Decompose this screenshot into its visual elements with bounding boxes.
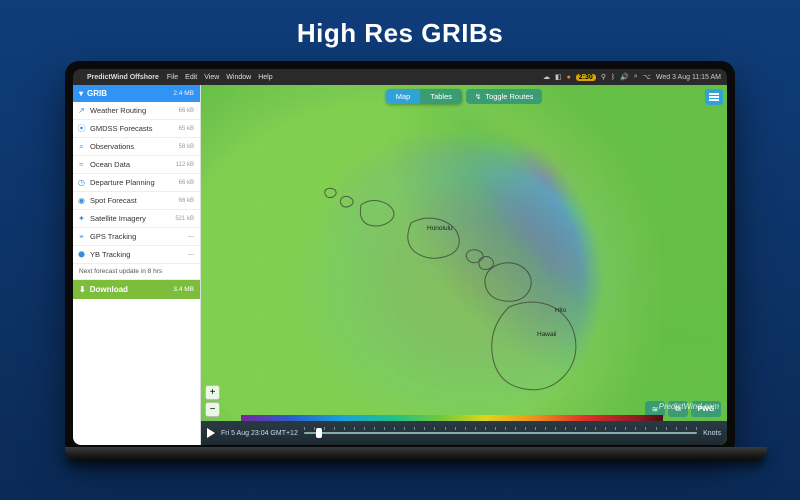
timeline-label: Fri 5 Aug 23:04 GMT+12	[221, 430, 298, 437]
gps-icon: ⌖	[77, 232, 86, 241]
laptop-notch	[358, 61, 442, 69]
map-label-hawaii: Hawaii	[537, 331, 557, 338]
bt-icon: ᛒ	[611, 74, 615, 81]
timeline-knob[interactable]	[316, 428, 322, 438]
sidebar-item-size: 66 kB	[179, 198, 194, 204]
menu-view[interactable]: View	[204, 74, 219, 81]
download-button[interactable]: ⬇ Download 3.4 MB	[73, 280, 200, 299]
sidebar-item-label: Observations	[90, 142, 134, 151]
sidebar-item-label: Satellite Imagery	[90, 214, 146, 223]
sidebar-item-label: Weather Routing	[90, 106, 146, 115]
menubar-datetime: Wed 3 Aug 11:15 AM	[656, 74, 721, 81]
binoc-icon: ⌕	[77, 142, 86, 151]
sidebar-header[interactable]: ▾ GRIB 2.4 MB	[73, 85, 200, 102]
sidebar-item-gps-tracking[interactable]: ⌖ GPS Tracking —	[73, 228, 200, 246]
menu-window[interactable]: Window	[226, 74, 251, 81]
record-icon: ●	[567, 74, 571, 81]
map-label-honolulu: Honolulu	[427, 225, 453, 232]
timeline-track[interactable]	[304, 429, 697, 437]
toggle-routes-button[interactable]: ↯ Toggle Routes	[466, 89, 542, 104]
sidebar-item-weather-routing[interactable]: ↗ Weather Routing 66 kB	[73, 102, 200, 120]
sidebar-item-size: 66 kB	[179, 108, 194, 114]
sidebar-item-departure-planning[interactable]: ◷ Departure Planning 66 kB	[73, 174, 200, 192]
menubar-app-name: PredictWind Offshore	[87, 74, 159, 81]
wave-icon: ≈	[77, 160, 86, 169]
laptop-mock: PredictWind Offshore File Edit View Window H…	[65, 61, 735, 463]
menu-file[interactable]: File	[167, 74, 178, 81]
radio-icon: ⦿	[77, 124, 86, 133]
pin-icon: ◉	[77, 196, 86, 205]
control-center-icon: ⌥	[643, 73, 651, 81]
zoom-out-button[interactable]: −	[205, 402, 220, 417]
map-label-hilo: Hilo	[555, 307, 566, 314]
timeline-units: Knots	[703, 430, 721, 437]
clock-icon: ◷	[77, 178, 86, 187]
sidebar-item-yb-tracking[interactable]: ⬣ YB Tracking —	[73, 246, 200, 264]
sidebar-item-gmdss-forecasts[interactable]: ⦿ GMDSS Forecasts 65 kB	[73, 120, 200, 138]
sidebar-item-observations[interactable]: ⌕ Observations 58 kB	[73, 138, 200, 156]
sidebar-item-label: GPS Tracking	[90, 232, 136, 241]
toggle-routes-label: Toggle Routes	[485, 92, 533, 101]
sat-icon: ✦	[77, 214, 86, 223]
menu-help[interactable]: Help	[258, 74, 272, 81]
sidebar-item-size: —	[188, 252, 194, 258]
sidebar-item-size: 65 kB	[179, 126, 194, 132]
tab-map[interactable]: Map	[386, 89, 421, 104]
bell-icon: ◧	[555, 73, 562, 81]
menubar-menus[interactable]: File Edit View Window Help	[167, 74, 273, 81]
map-islands	[201, 85, 727, 445]
sidebar-item-size: 58 kB	[179, 144, 194, 150]
zoom-controls: + −	[205, 385, 220, 417]
sidebar-item-satellite-imagery[interactable]: ✦ Satellite Imagery 521 kB	[73, 210, 200, 228]
sidebar-item-label: GMDSS Forecasts	[90, 124, 153, 133]
search-icon: ⌕	[634, 73, 638, 81]
sidebar-item-label: Departure Planning	[90, 178, 155, 187]
download-label: Download	[90, 285, 128, 294]
map-tables-segment: Map Tables	[386, 89, 462, 104]
sidebar-header-size: 2.4 MB	[173, 90, 194, 97]
hero-title: High Res GRIBs	[0, 0, 800, 61]
download-icon: ⬇	[79, 285, 86, 294]
menu-edit[interactable]: Edit	[185, 74, 197, 81]
play-button[interactable]	[207, 428, 215, 438]
route-icon: ↗	[77, 106, 86, 115]
download-size: 3.4 MB	[173, 286, 194, 293]
brand-watermark: PredictWind.com	[659, 402, 719, 411]
speaker-icon: 🔊	[620, 73, 629, 81]
sidebar-item-ocean-data[interactable]: ≈ Ocean Data 112 kB	[73, 156, 200, 174]
sidebar-item-size: —	[188, 234, 194, 240]
sidebar-item-size: 66 kB	[179, 180, 194, 186]
menubar-tray: ☁ ◧ ● 2:30 ⚲ ᛒ 🔊 ⌕ ⌥ Wed 3 Aug 11:15 AM	[543, 73, 721, 81]
chevron-down-icon: ▾	[79, 89, 83, 98]
sidebar-item-label: Spot Forecast	[90, 196, 137, 205]
sidebar-update-note: Next forecast update in 8 hrs	[73, 264, 200, 280]
yb-icon: ⬣	[77, 250, 86, 259]
tab-tables[interactable]: Tables	[420, 89, 462, 104]
sidebar: ▾ GRIB 2.4 MB ↗ Weather Routing 66 kB ⦿ GMDS…	[73, 85, 201, 445]
sidebar-item-label: Ocean Data	[90, 160, 130, 169]
sidebar-item-spot-forecast[interactable]: ◉ Spot Forecast 66 kB	[73, 192, 200, 210]
sidebar-item-size: 112 kB	[176, 162, 194, 168]
sidebar-header-title: GRIB	[87, 89, 107, 98]
map-area[interactable]: Honolulu Hilo Hawaii Map Tables ↯ Toggle R…	[201, 85, 727, 445]
sidebar-item-label: YB Tracking	[90, 250, 130, 259]
wifi-icon: ⚲	[601, 73, 606, 81]
laptop-base	[65, 447, 767, 461]
timeline: Fri 5 Aug 23:04 GMT+12 Knots	[201, 421, 727, 445]
cloud-icon: ☁	[543, 73, 550, 81]
mac-menubar: PredictWind Offshore File Edit View Window H…	[73, 69, 727, 85]
battery-indicator: 2:30	[576, 74, 596, 81]
sidebar-item-size: 521 kB	[175, 216, 194, 222]
zoom-in-button[interactable]: +	[205, 385, 220, 400]
routes-icon: ↯	[475, 92, 481, 101]
